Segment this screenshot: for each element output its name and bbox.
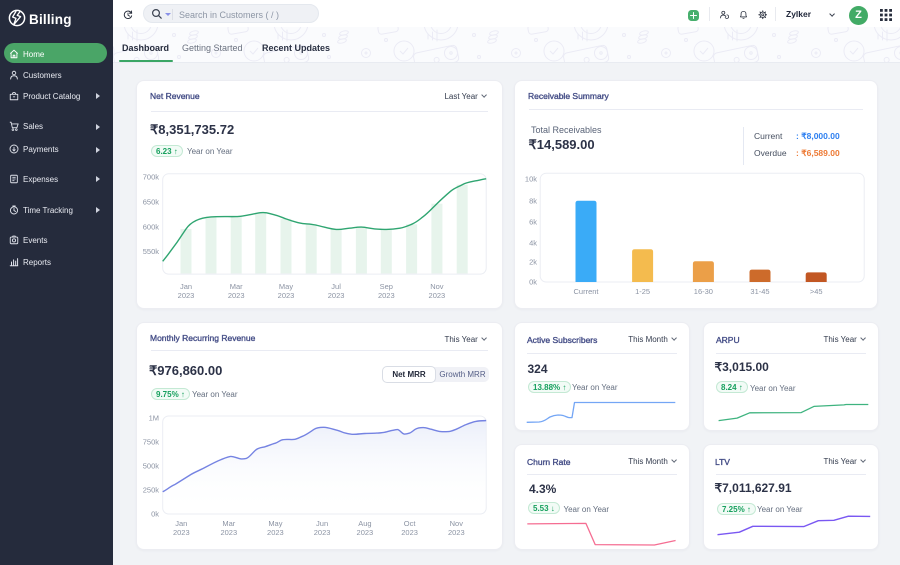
- svg-text:31-45: 31-45: [750, 287, 769, 296]
- svg-text:2023: 2023: [220, 528, 237, 537]
- svg-text:Mar: Mar: [222, 519, 235, 528]
- svg-text:Sep: Sep: [380, 282, 393, 291]
- svg-text:1M: 1M: [149, 414, 159, 423]
- svg-text:2023: 2023: [228, 291, 245, 300]
- svg-text:10k: 10k: [525, 174, 537, 183]
- svg-text:Jul: Jul: [331, 282, 341, 291]
- svg-text:2023: 2023: [178, 291, 195, 300]
- svg-text:2023: 2023: [173, 528, 190, 537]
- svg-text:8k: 8k: [529, 196, 537, 205]
- svg-text:2023: 2023: [448, 528, 465, 537]
- svg-text:2023: 2023: [328, 291, 345, 300]
- svg-text:4k: 4k: [529, 238, 537, 247]
- svg-text:Jan: Jan: [175, 519, 187, 528]
- svg-text:2023: 2023: [278, 291, 295, 300]
- svg-text:2023: 2023: [378, 291, 395, 300]
- svg-text:16-30: 16-30: [694, 287, 713, 296]
- svg-text:700k: 700k: [143, 173, 160, 182]
- svg-text:2k: 2k: [529, 258, 537, 267]
- svg-text:Aug: Aug: [358, 519, 371, 528]
- svg-text:600k: 600k: [143, 223, 160, 232]
- svg-text:Current: Current: [573, 287, 599, 296]
- svg-text:2023: 2023: [401, 528, 418, 537]
- svg-text:Nov: Nov: [450, 519, 464, 528]
- svg-text:650k: 650k: [143, 198, 160, 207]
- svg-text:2023: 2023: [429, 291, 446, 300]
- svg-text:Jan: Jan: [180, 282, 192, 291]
- svg-text:250k: 250k: [143, 486, 160, 495]
- svg-text:2023: 2023: [267, 528, 284, 537]
- svg-text:500k: 500k: [143, 462, 160, 471]
- svg-text:6k: 6k: [529, 218, 537, 227]
- svg-text:2023: 2023: [314, 528, 331, 537]
- svg-text:Nov: Nov: [430, 282, 444, 291]
- svg-text:Oct: Oct: [404, 519, 417, 528]
- svg-text:>45: >45: [810, 287, 823, 296]
- svg-text:0k: 0k: [529, 278, 537, 287]
- svg-text:550k: 550k: [143, 247, 160, 256]
- svg-text:May: May: [268, 519, 282, 528]
- svg-text:Jun: Jun: [316, 519, 328, 528]
- svg-text:1-25: 1-25: [635, 287, 650, 296]
- svg-text:May: May: [279, 282, 293, 291]
- svg-text:750k: 750k: [143, 438, 160, 447]
- svg-text:0k: 0k: [151, 510, 159, 519]
- svg-text:Mar: Mar: [230, 282, 243, 291]
- svg-text:2023: 2023: [357, 528, 374, 537]
